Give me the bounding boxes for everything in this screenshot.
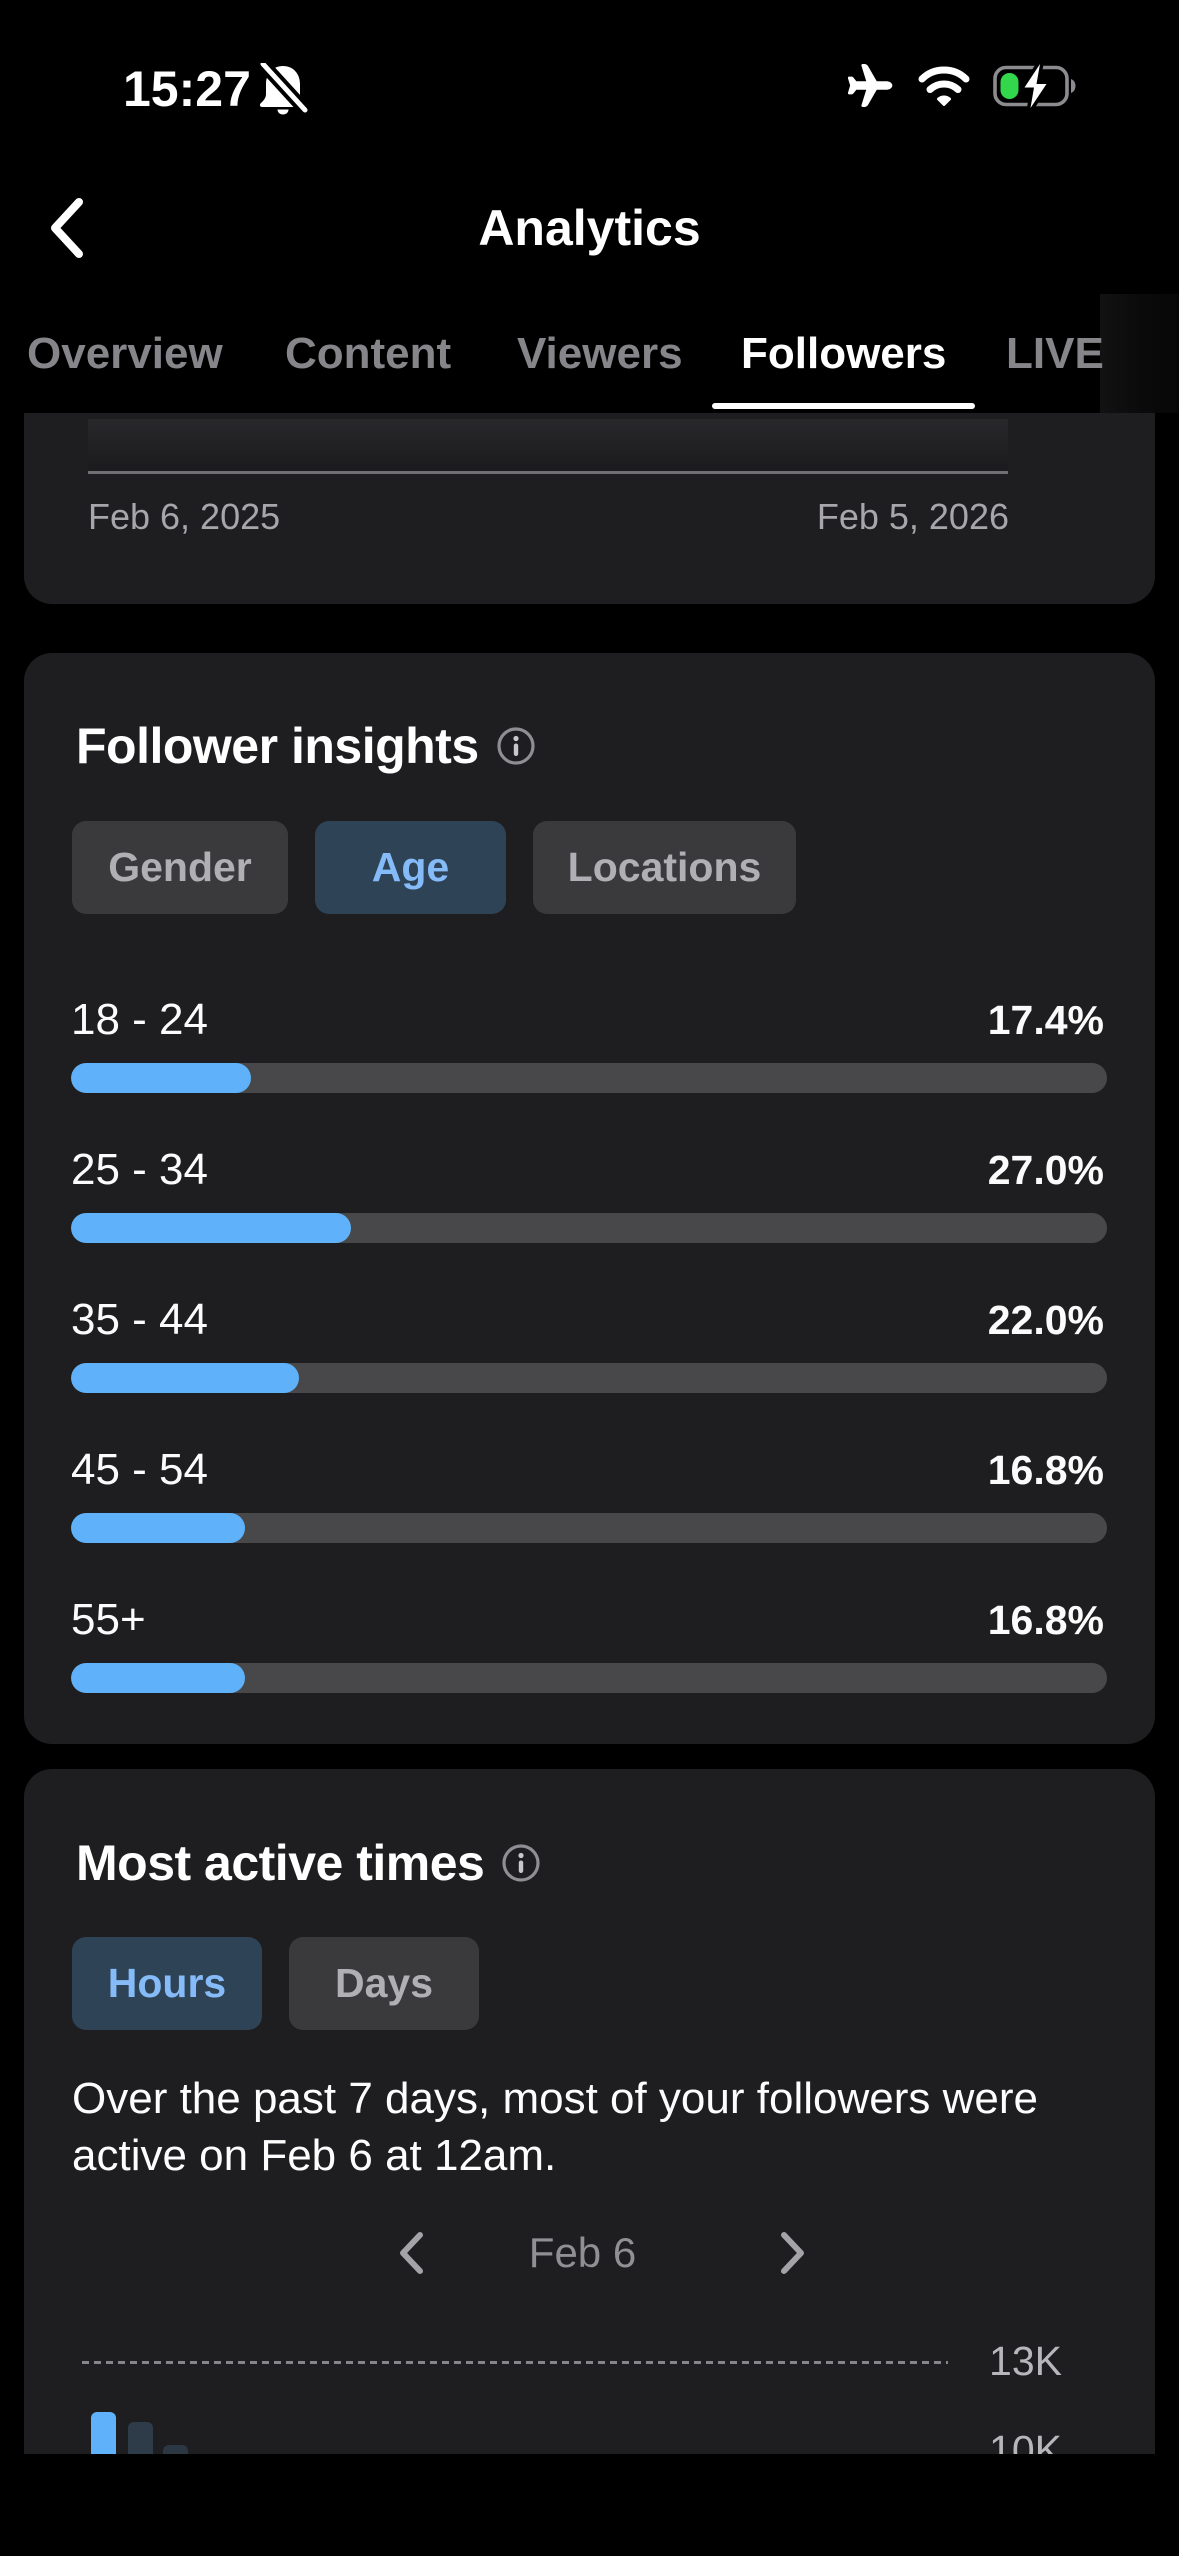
wifi-icon [918,65,970,106]
age-percent-value: 16.8% [987,1596,1104,1643]
y-axis-label-10k: 10K [989,2427,1062,2454]
age-row: 55+ 16.8% [71,1595,1107,1746]
age-percent-value: 22.0% [987,1296,1104,1343]
page-header: Analytics [0,168,1179,288]
filter-locations[interactable]: Locations [533,821,796,914]
age-distribution-list: 18 - 24 17.4% 25 - 34 27.0% 35 - 44 [71,995,1107,1746]
hour-bar [163,2445,188,2454]
active-times-filter-row: Hours Days [72,1937,479,2030]
filter-gender[interactable]: Gender [72,821,288,914]
age-percent-value: 17.4% [987,996,1104,1043]
age-range-label: 25 - 34 [71,1145,208,1194]
filter-days-label: Days [334,1960,433,2006]
active-times-description: Over the past 7 days, most of your follo… [72,2074,1038,2180]
back-button[interactable] [36,184,96,272]
date-range-labels: Feb 6, 2025 Feb 5, 2026 [88,496,1009,538]
filter-hours-label: Hours [107,1960,227,2006]
most-active-times-header: Most active times [76,1834,541,1892]
insights-filter-row: Gender Age Locations [72,821,796,914]
age-row: 45 - 54 16.8% [71,1445,1107,1596]
age-bar-track [71,1363,1107,1393]
filter-gender-label: Gender [108,844,252,890]
filter-age[interactable]: Age [315,821,506,914]
age-range-label: 35 - 44 [71,1295,208,1344]
tab-followers[interactable]: Followers [741,329,947,378]
chart-gridline [82,2361,948,2364]
follower-insights-card: Follower insights Gender Age Locations 1… [24,653,1155,1744]
age-row: 18 - 24 17.4% [71,995,1107,1146]
age-bar-fill [71,1513,246,1543]
chart-area-remnant [88,419,1008,471]
next-day-button[interactable] [758,2218,828,2288]
chart-x-axis [88,471,1008,474]
date-range-card: Feb 6, 2025 Feb 5, 2026 [24,413,1155,604]
tab-bar: Overview Content Viewers Followers LIVE [0,294,1179,413]
tab-overview[interactable]: Overview [27,329,223,378]
page-title: Analytics [478,200,701,256]
y-axis-label-13k: 13K [989,2338,1062,2384]
age-bar-track [71,1663,1107,1693]
chevron-left-icon [400,2232,423,2274]
tab-live[interactable]: LIVE [1006,329,1104,378]
hour-bar [91,2412,116,2454]
chevron-right-icon [781,2232,804,2274]
tab-content[interactable]: Content [285,329,452,378]
info-icon[interactable] [501,1843,541,1883]
age-bar-fill [71,1063,252,1093]
age-percent-value: 27.0% [987,1146,1104,1193]
notifications-off-icon [255,63,311,115]
age-bar-fill [71,1663,246,1693]
filter-age-label: Age [371,844,450,890]
age-bar-track [71,1213,1107,1243]
status-time: 15:27 [123,61,251,117]
filter-locations-label: Locations [567,844,762,890]
age-range-label: 45 - 54 [71,1445,208,1494]
status-bar: 15:27 [0,0,1179,130]
age-bar-fill [71,1213,351,1243]
age-bar-fill [71,1363,299,1393]
filter-days[interactable]: Days [289,1937,479,2030]
date-navigator: Feb 6 [24,2218,1155,2288]
age-range-label: 55+ [71,1595,146,1644]
age-bar-track [71,1513,1107,1543]
follower-insights-title: Follower insights [76,718,479,774]
battery-charging-icon [993,63,1077,108]
follower-insights-header: Follower insights [76,717,536,775]
most-active-times-title: Most active times [76,1835,485,1891]
chevron-left-icon [51,198,83,258]
active-tab-indicator [712,403,975,409]
hour-bar [128,2422,153,2454]
selected-date-label: Feb 6 [528,2229,637,2276]
info-icon[interactable] [496,726,536,766]
most-active-times-card: Most active times Hours Days Over the pa… [24,1769,1155,2454]
age-percent-value: 16.8% [987,1446,1104,1493]
age-row: 35 - 44 22.0% [71,1295,1107,1446]
tab-bar-fade [1100,294,1179,413]
age-bar-track [71,1063,1107,1093]
airplane-mode-icon [848,62,895,109]
range-start-date: Feb 6, 2025 [88,496,281,537]
filter-hours[interactable]: Hours [72,1937,262,2030]
prev-day-button[interactable] [376,2218,446,2288]
age-range-label: 18 - 24 [71,995,208,1044]
range-end-date: Feb 5, 2026 [816,496,1009,537]
age-row: 25 - 34 27.0% [71,1145,1107,1296]
tab-viewers[interactable]: Viewers [517,329,683,378]
